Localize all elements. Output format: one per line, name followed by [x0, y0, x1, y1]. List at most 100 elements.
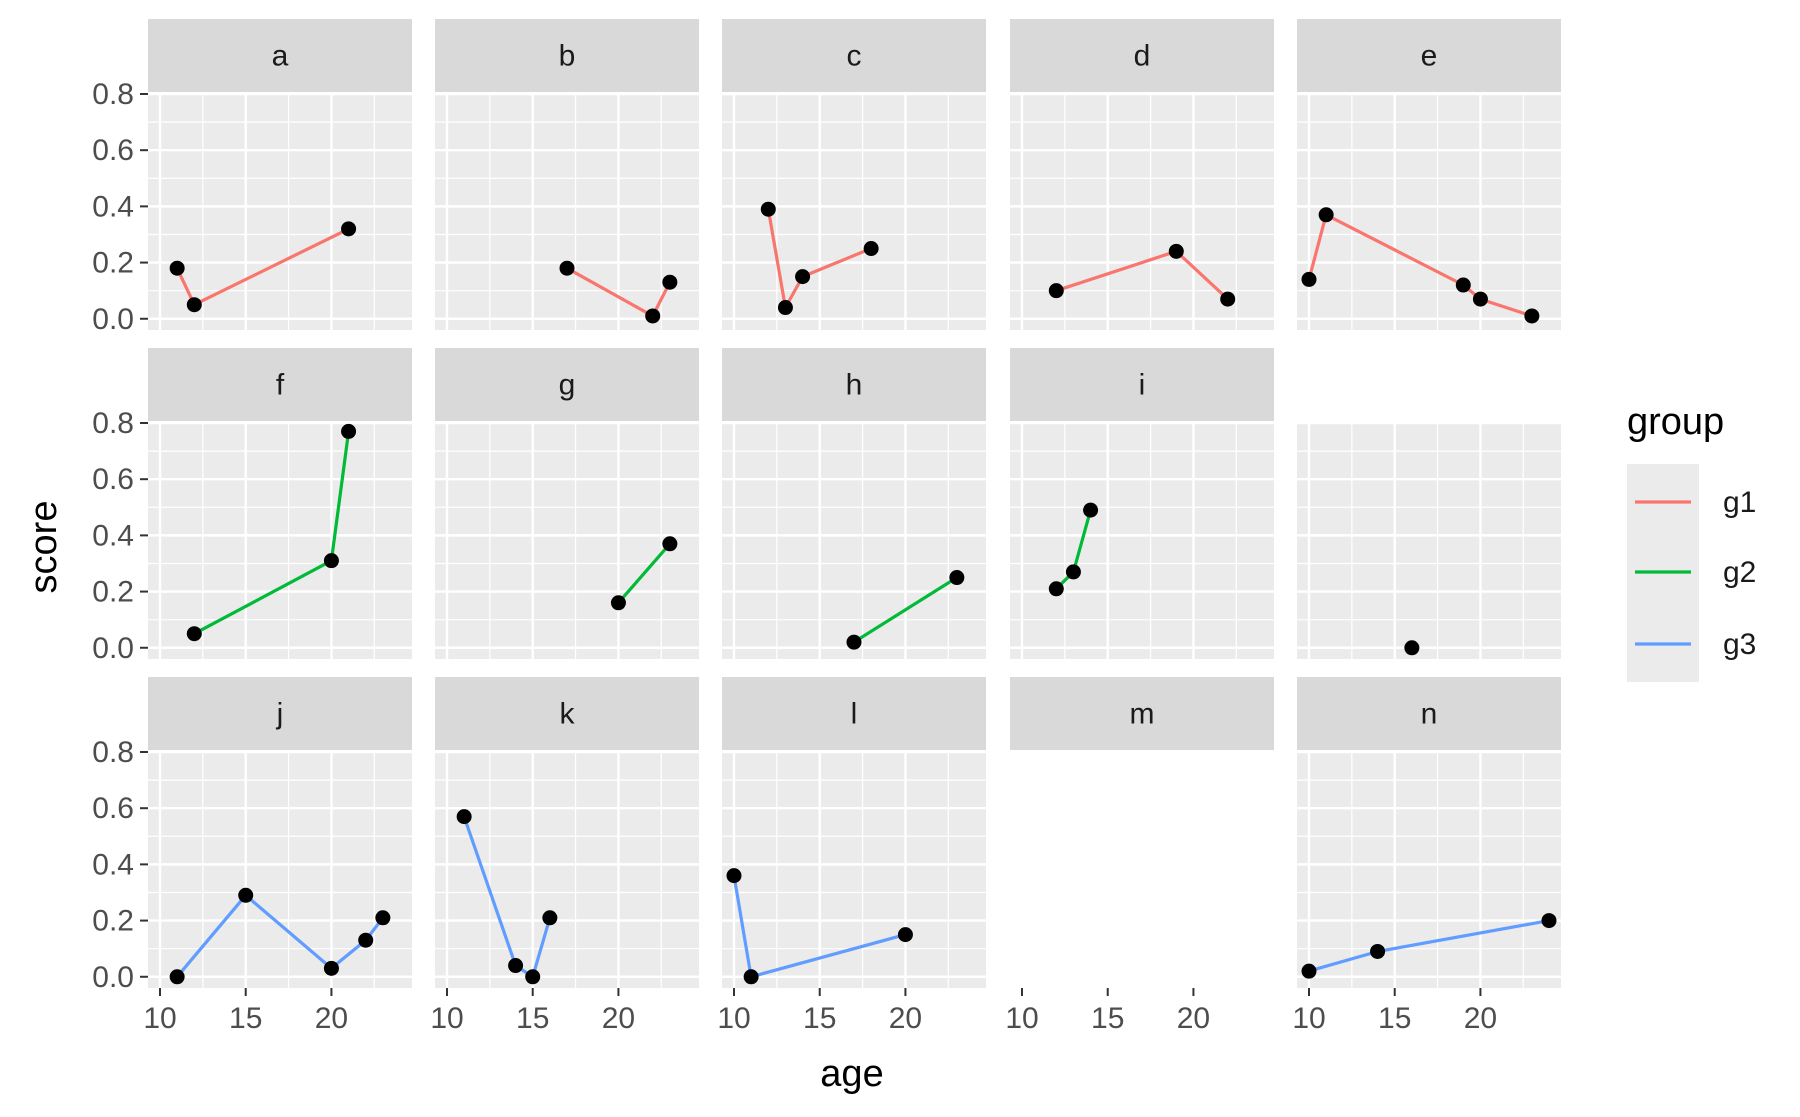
data-point-l-0	[726, 868, 742, 884]
facet-strip-e	[1297, 19, 1561, 92]
data-point-k-2	[525, 969, 541, 985]
x-tick-label: 20	[315, 1002, 348, 1035]
data-point-n-0	[1301, 963, 1317, 979]
y-tick-label: 0.0	[92, 632, 134, 665]
series-line-h	[853, 576, 958, 644]
y-tick-label: 0.8	[92, 736, 134, 769]
y-axis-title: score	[23, 501, 65, 594]
facet-strip-i	[1010, 348, 1274, 421]
facet-strip-label-h: h	[846, 369, 863, 402]
y-tick-label: 0.6	[92, 134, 134, 167]
panel-background-d	[1010, 94, 1274, 330]
facet-strip-label-f: f	[276, 369, 285, 402]
y-tick-label: 0.6	[92, 463, 134, 496]
data-point-n-2	[1541, 913, 1557, 929]
x-tick-label: 15	[229, 1002, 262, 1035]
series-line-c	[766, 208, 872, 310]
data-point-d-1	[1168, 243, 1184, 259]
y-tick-label: 0.4	[92, 519, 134, 552]
panel-background-n	[1297, 752, 1561, 988]
data-point-i-1	[1065, 564, 1081, 580]
facet-strip-a	[148, 19, 412, 92]
legend-label-g3: g3	[1723, 628, 1756, 661]
y-tick-label: 0.6	[92, 792, 134, 825]
panel-background-b	[435, 94, 699, 330]
data-point-f-2	[341, 423, 357, 439]
x-tick-label: 20	[1464, 1002, 1497, 1035]
data-point-l-2	[897, 927, 913, 943]
panel-background-f	[148, 423, 412, 659]
facet-strip-h	[722, 348, 986, 421]
panel-background-a	[148, 94, 412, 330]
data-point-c-0	[760, 201, 776, 217]
data-point-e-4	[1524, 308, 1540, 324]
data-point-j-1	[238, 887, 254, 903]
data-point-c-2	[795, 269, 811, 285]
data-point-d-0	[1048, 283, 1064, 299]
y-tick-label: 0.8	[92, 407, 134, 440]
panel-background-h	[722, 423, 986, 659]
data-point-a-1	[186, 297, 202, 313]
x-tick-label: 10	[1292, 1002, 1325, 1035]
x-axis-title: age	[820, 1053, 883, 1095]
data-point-b-2	[662, 274, 678, 290]
data-point-j-4	[375, 910, 391, 926]
facet-strip-g	[435, 348, 699, 421]
series-line-k	[462, 816, 552, 979]
x-tick-label: 10	[430, 1002, 463, 1035]
data-point-e-2	[1455, 277, 1471, 293]
data-point-g-1	[662, 536, 678, 552]
data-point-d-2	[1220, 291, 1236, 307]
panel-background-i	[1010, 423, 1274, 659]
data-point-a-2	[341, 221, 357, 237]
facet-strip-label-k: k	[560, 698, 576, 731]
facet-strip-k	[435, 677, 699, 750]
data-point-i-2	[1083, 502, 1099, 518]
panel-background-e	[1297, 94, 1561, 330]
facet-strip-d	[1010, 19, 1274, 92]
x-tick-label: 20	[602, 1002, 635, 1035]
data-point-e-1	[1318, 207, 1334, 223]
x-tick-label: 10	[717, 1002, 750, 1035]
facet-strip-label-g: g	[559, 369, 576, 402]
data-point-a-0	[169, 260, 185, 276]
data-point-n-1	[1370, 943, 1386, 959]
legend-title: group	[1627, 401, 1724, 443]
data-point-b-0	[559, 260, 575, 276]
facet-strip-label-n: n	[1421, 698, 1438, 731]
facet-strip-f	[148, 348, 412, 421]
facet-strip-b	[435, 19, 699, 92]
data-point-unlabeled-0	[1404, 640, 1420, 656]
panel-background-l	[722, 752, 986, 988]
data-point-k-1	[508, 958, 524, 974]
facet-strip-j	[148, 677, 412, 750]
panel-background-k	[435, 752, 699, 988]
facet-strip-label-j: j	[276, 698, 284, 731]
facet-strip-label-a: a	[272, 40, 289, 73]
legend-label-g2: g2	[1723, 556, 1756, 589]
facet-strip-c	[722, 19, 986, 92]
data-point-e-3	[1472, 291, 1488, 307]
x-tick-label: 15	[1091, 1002, 1124, 1035]
data-point-j-2	[323, 960, 339, 976]
facet-strip-m	[1010, 677, 1274, 750]
facet-strip-label-c: c	[847, 40, 862, 73]
facet-strip-label-l: l	[851, 698, 858, 731]
facet-strip-label-d: d	[1134, 40, 1151, 73]
data-point-k-0	[456, 809, 472, 825]
y-tick-label: 0.2	[92, 905, 134, 938]
x-tick-label: 15	[1378, 1002, 1411, 1035]
facet-strip-label-b: b	[559, 40, 576, 73]
facet-strip-label-m: m	[1130, 698, 1155, 731]
data-point-j-3	[358, 932, 374, 948]
data-point-k-3	[542, 910, 558, 926]
data-point-e-0	[1301, 271, 1317, 287]
data-point-g-0	[610, 595, 626, 611]
x-tick-label: 20	[889, 1002, 922, 1035]
x-tick-label: 15	[803, 1002, 836, 1035]
data-point-f-1	[323, 553, 339, 569]
y-tick-label: 0.2	[92, 576, 134, 609]
y-tick-label: 0.8	[92, 78, 134, 111]
